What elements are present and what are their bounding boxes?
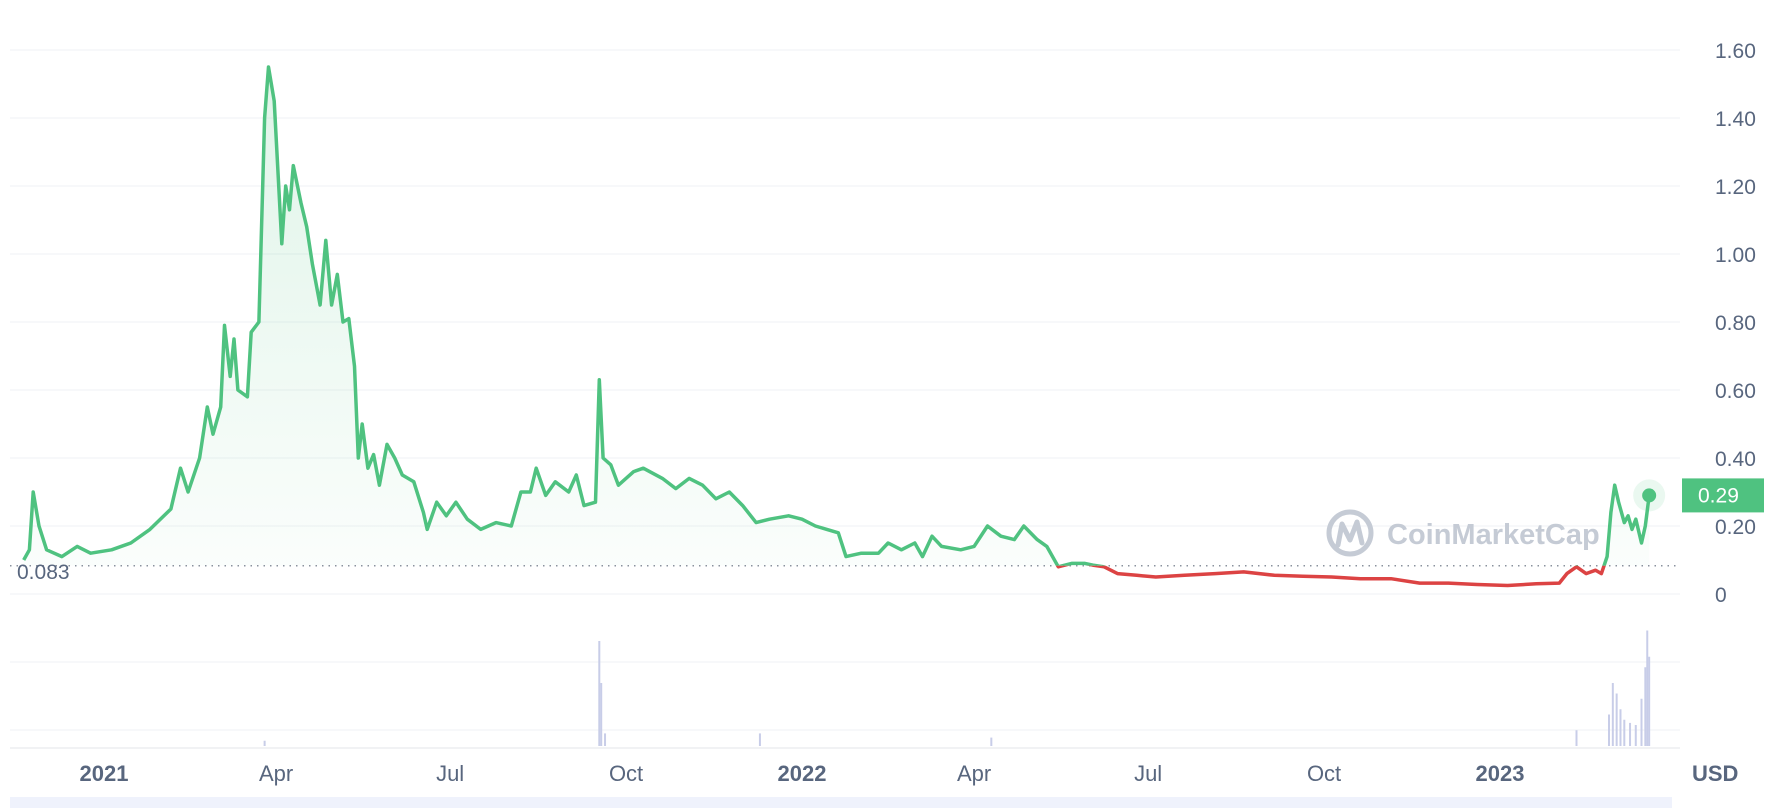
volume-bar bbox=[758, 733, 761, 746]
volume-bar bbox=[604, 733, 607, 746]
price-line-above bbox=[22, 65, 1651, 566]
volume-bar bbox=[1634, 725, 1637, 746]
coinmarketcap-logo-icon bbox=[1326, 509, 1374, 557]
volume-bar bbox=[990, 737, 993, 746]
watermark-text: CoinMarketCap bbox=[1387, 519, 1600, 551]
volume-bar bbox=[1644, 667, 1647, 746]
volume-bar bbox=[1646, 630, 1649, 746]
reference-price-label: 0.083 bbox=[17, 561, 70, 584]
x-tick-label: 2021 bbox=[80, 761, 129, 786]
y-tick-label: 1.00 bbox=[1715, 244, 1756, 267]
x-tick-label: Apr bbox=[957, 761, 991, 786]
current-price-dot bbox=[1642, 488, 1657, 503]
current-price-tag: 0.29 bbox=[1682, 478, 1764, 513]
x-tick-label: 2022 bbox=[778, 761, 827, 786]
y-tick-label: 0 bbox=[1715, 584, 1727, 607]
x-axis: 2021 Apr Jul Oct 2022 Apr Jul Oct 2023 bbox=[80, 761, 1525, 786]
volume-bar bbox=[1648, 656, 1651, 746]
volume-bar bbox=[1619, 709, 1622, 746]
current-price-value: 0.29 bbox=[1698, 484, 1739, 507]
range-navigator[interactable] bbox=[10, 797, 1672, 808]
currency-label: USD bbox=[1692, 761, 1738, 786]
price-line bbox=[22, 65, 1666, 588]
x-tick-label: Jul bbox=[1134, 761, 1162, 786]
volume-bar bbox=[1623, 719, 1626, 746]
x-tick-label: Jul bbox=[436, 761, 464, 786]
volume-bar bbox=[1629, 722, 1632, 746]
price-area-fill bbox=[23, 67, 1650, 566]
volume-bar bbox=[600, 683, 603, 746]
y-axis: 0 0.20 0.40 0.60 0.80 1.00 1.20 1.40 1.60 bbox=[1715, 40, 1756, 607]
volume-bars bbox=[263, 630, 1651, 746]
y-tick-label: 1.40 bbox=[1715, 108, 1756, 131]
y-tick-label: 0.60 bbox=[1715, 380, 1756, 403]
y-tick-label: 0.20 bbox=[1715, 516, 1756, 539]
volume-bar bbox=[598, 641, 601, 746]
volume-bar bbox=[1640, 698, 1643, 746]
x-tick-label: Apr bbox=[259, 761, 293, 786]
volume-bar bbox=[1615, 693, 1618, 746]
y-tick-label: 0.80 bbox=[1715, 312, 1756, 335]
volume-bar bbox=[263, 740, 266, 746]
price-line-below bbox=[1055, 565, 1606, 588]
watermark: CoinMarketCap bbox=[1326, 509, 1600, 557]
volume-bar bbox=[1608, 714, 1611, 746]
y-tick-label: 1.20 bbox=[1715, 176, 1756, 199]
volume-bar bbox=[1575, 730, 1578, 746]
price-area bbox=[23, 67, 1650, 566]
y-tick-label: 0.40 bbox=[1715, 448, 1756, 471]
volume-bar bbox=[1611, 683, 1614, 746]
y-tick-label: 1.60 bbox=[1715, 40, 1756, 63]
x-tick-label: Oct bbox=[1307, 761, 1341, 786]
x-tick-label: 2023 bbox=[1476, 761, 1525, 786]
x-tick-label: Oct bbox=[609, 761, 643, 786]
